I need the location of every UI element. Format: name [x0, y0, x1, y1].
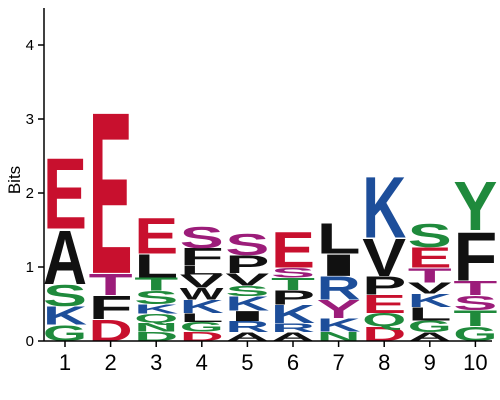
y-tick-label: 1	[26, 259, 34, 276]
x-tick-label: 10	[463, 350, 487, 375]
logo-letter: Y	[453, 167, 497, 245]
logo-letter: E	[43, 139, 87, 251]
logo-letter: T	[453, 306, 498, 331]
logo-letter: L	[408, 304, 452, 325]
logo-letter: W	[180, 285, 224, 303]
logo-letter: Q	[134, 311, 178, 325]
logo-letter: S	[225, 227, 269, 262]
y-tick-label: 2	[26, 185, 34, 202]
logo-letter: G	[408, 317, 452, 336]
logo-letter: S	[180, 220, 224, 255]
y-tick-label: 4	[26, 37, 34, 54]
logo-letter: L	[180, 263, 224, 277]
logo-letter: E	[408, 242, 452, 274]
logo-letter: E	[362, 290, 406, 319]
logo-letter: L	[180, 311, 224, 325]
y-axis: 0 1 2 3 4	[26, 8, 45, 350]
logo-letter: K	[408, 290, 453, 311]
logo-letter: V	[225, 270, 269, 289]
logo-letter: K	[180, 296, 225, 317]
x-tick-label: 3	[150, 350, 162, 375]
logo-letter: S	[408, 218, 452, 255]
logo-letter: K	[134, 302, 178, 317]
plot-area: GKSAEDFTEDNQKSTLEDGLKWVLFSARIKSVPSARKPTS…	[43, 65, 498, 348]
logo-letter: V	[408, 280, 452, 297]
x-tick-label: 5	[241, 350, 253, 375]
logo-letter: K	[317, 315, 362, 336]
logo-letter: I	[317, 248, 361, 282]
logo-letter: P	[362, 271, 406, 300]
x-tick-label: 9	[424, 350, 436, 375]
logo-letter: N	[134, 320, 178, 334]
logo-letter: S	[225, 283, 269, 299]
logo-letter: R	[317, 271, 361, 307]
logo-letter: Q	[362, 309, 406, 330]
logo-letter: T	[408, 264, 452, 287]
logo-letter: E	[271, 221, 315, 279]
logo-letter: S	[43, 278, 87, 313]
logo-letter: T	[453, 277, 497, 300]
logo-letter: E	[134, 207, 178, 265]
logo-letter: A	[43, 214, 87, 301]
logo-letter: K	[43, 302, 87, 331]
y-axis-title: Bits	[5, 166, 24, 194]
logo-letter: G	[180, 319, 224, 334]
logo-letter: T	[134, 274, 178, 295]
x-tick-label: 7	[332, 350, 344, 375]
x-tick-label: 2	[104, 350, 116, 375]
logo-letter: F	[89, 289, 133, 326]
logo-letter: R	[225, 319, 269, 336]
x-tick-label: 1	[59, 350, 71, 375]
logo-letter: R	[271, 321, 315, 335]
logo-letter: G	[453, 323, 497, 346]
logo-letter: T	[89, 267, 133, 302]
logo-letter: K	[225, 292, 269, 315]
x-tick-label: 6	[287, 350, 299, 375]
logo-letter: L	[317, 214, 361, 263]
logo-letter: Y	[317, 295, 361, 324]
logo-letter: E	[89, 65, 133, 323]
logo-letter: I	[225, 308, 269, 324]
logo-letter: P	[225, 251, 269, 279]
logo-letter: L	[134, 247, 178, 284]
logo-letter: V	[180, 271, 224, 292]
logo-letter: V	[362, 228, 406, 288]
logo-letter: D	[362, 322, 406, 345]
logo-letter: P	[271, 287, 315, 310]
logo-letter: S	[134, 288, 178, 309]
logo-letter: T	[271, 275, 315, 294]
logo-letter: S	[453, 292, 497, 315]
logo-letter: K	[362, 159, 406, 256]
logo-letter: K	[271, 300, 315, 329]
x-axis: 1 2 3 4 5 6 7 8 9 10	[44, 340, 492, 375]
logo-letter: F	[453, 218, 497, 296]
logo-letter: S	[271, 266, 315, 281]
logo-letter: F	[180, 244, 224, 271]
x-tick-label: 4	[196, 350, 208, 375]
x-tick-label: 8	[378, 350, 390, 375]
y-tick-label: 3	[26, 111, 34, 128]
y-tick-label: 0	[26, 333, 34, 350]
